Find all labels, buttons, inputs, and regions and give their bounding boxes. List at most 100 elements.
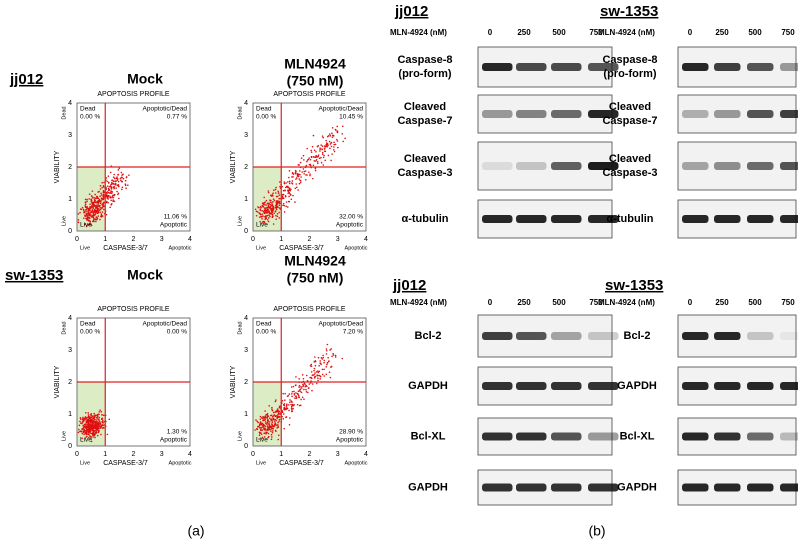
x-axis-label: CASPASE-3/7 xyxy=(279,460,324,467)
cell-dot xyxy=(313,160,316,162)
cell-dot xyxy=(94,210,96,212)
cell-dot xyxy=(271,406,273,409)
cell-dot xyxy=(279,185,281,188)
cell-dot xyxy=(107,187,110,190)
cell-dot xyxy=(326,363,328,366)
x-side-label: Apoptotic xyxy=(169,460,192,466)
cell-dot xyxy=(312,164,315,167)
cell-dot xyxy=(92,201,95,204)
cell-dot xyxy=(299,390,301,393)
dose-label: 0 xyxy=(488,28,493,37)
cell-dot xyxy=(281,195,284,198)
blot-band xyxy=(747,63,774,71)
cell-dot xyxy=(260,215,262,218)
cell-line-label: sw-1353 xyxy=(600,3,658,20)
cell-dot xyxy=(328,140,331,143)
cell-dot xyxy=(277,423,279,426)
blot-row-label: Bcl-2 xyxy=(624,330,651,342)
quadrant-value: 32.00 % xyxy=(339,214,363,221)
blot-band xyxy=(780,382,798,390)
cell-dot xyxy=(304,178,307,181)
cell-dot xyxy=(301,396,304,399)
cell-dot xyxy=(277,438,280,441)
cell-dot xyxy=(117,183,120,186)
cell-dot xyxy=(103,208,105,211)
cell-dot xyxy=(103,181,105,184)
cell-dot xyxy=(325,348,328,350)
cell-dot xyxy=(335,138,338,141)
blot-band xyxy=(516,332,547,340)
quadrant-value: 0.00 % xyxy=(80,329,100,336)
cell-dot xyxy=(88,209,90,212)
cell-dot xyxy=(260,416,263,419)
cell-dot xyxy=(270,418,273,421)
cell-dot xyxy=(102,184,105,187)
blot-band xyxy=(714,332,741,340)
cell-dot xyxy=(97,191,99,193)
cell-dot xyxy=(316,382,318,385)
cell-dot xyxy=(264,215,267,217)
quadrant-label: Live xyxy=(80,222,92,229)
cell-dot xyxy=(83,428,86,431)
cell-dot xyxy=(278,202,281,204)
cell-dot xyxy=(262,417,264,420)
cell-dot xyxy=(270,202,273,204)
cell-dot xyxy=(270,213,272,215)
cell-dot xyxy=(79,420,81,423)
cell-dot xyxy=(266,428,269,430)
cell-dot xyxy=(85,431,88,434)
cell-dot xyxy=(295,384,297,386)
x-tick-label: 0 xyxy=(251,451,255,458)
cell-dot xyxy=(82,416,84,419)
cell-dot xyxy=(269,201,272,203)
cell-dot xyxy=(316,370,319,372)
cell-dot xyxy=(303,172,305,175)
cell-dot xyxy=(121,176,123,179)
blot-band xyxy=(747,382,774,390)
cell-dot xyxy=(275,208,278,211)
blot-band xyxy=(747,215,774,223)
y-side-label: Live xyxy=(61,216,67,226)
blot-band xyxy=(551,110,582,118)
cell-dot xyxy=(86,419,89,422)
cell-dot xyxy=(113,183,115,185)
cell-dot xyxy=(100,192,102,195)
cell-dot xyxy=(100,201,102,203)
x-tick-label: 1 xyxy=(103,451,107,458)
cell-dot xyxy=(92,212,95,215)
cell-dot xyxy=(284,189,286,191)
cell-dot xyxy=(293,390,295,393)
cell-dot xyxy=(95,417,98,419)
cell-dot xyxy=(281,400,284,402)
cell-dot xyxy=(270,414,273,417)
cell-dot xyxy=(89,207,91,210)
dose-header: MLN-4924 (nM) xyxy=(390,298,447,307)
cell-dot xyxy=(283,211,286,213)
cell-dot xyxy=(86,219,88,221)
cell-dot xyxy=(293,404,296,406)
cell-dot xyxy=(258,434,261,437)
cell-dot xyxy=(259,421,262,423)
cell-dot xyxy=(322,136,324,139)
blot-band xyxy=(682,215,709,223)
cell-dot xyxy=(112,176,115,178)
cell-line-label: jj012 xyxy=(394,3,428,20)
profile-label: APOPTOSIS PROFILE xyxy=(97,306,170,313)
cell-dot xyxy=(110,190,112,192)
cell-dot xyxy=(108,418,111,421)
dose-label: 500 xyxy=(552,28,566,37)
cell-dot xyxy=(290,198,293,200)
cell-dot xyxy=(261,218,263,220)
cell-dot xyxy=(315,159,318,161)
dose-label: 500 xyxy=(748,298,762,307)
cell-dot xyxy=(100,433,102,436)
y-side-label: Dead xyxy=(61,321,67,334)
x-side-label: Live xyxy=(80,245,90,251)
cell-dot xyxy=(318,364,320,367)
blot-row-label: α-tubulin xyxy=(401,213,448,225)
cell-dot xyxy=(331,132,333,135)
cell-dot xyxy=(270,209,273,212)
x-axis-label: CASPASE-3/7 xyxy=(279,245,324,252)
y-tick-label: 1 xyxy=(244,196,248,203)
x-side-label: Apoptotic xyxy=(345,460,368,466)
